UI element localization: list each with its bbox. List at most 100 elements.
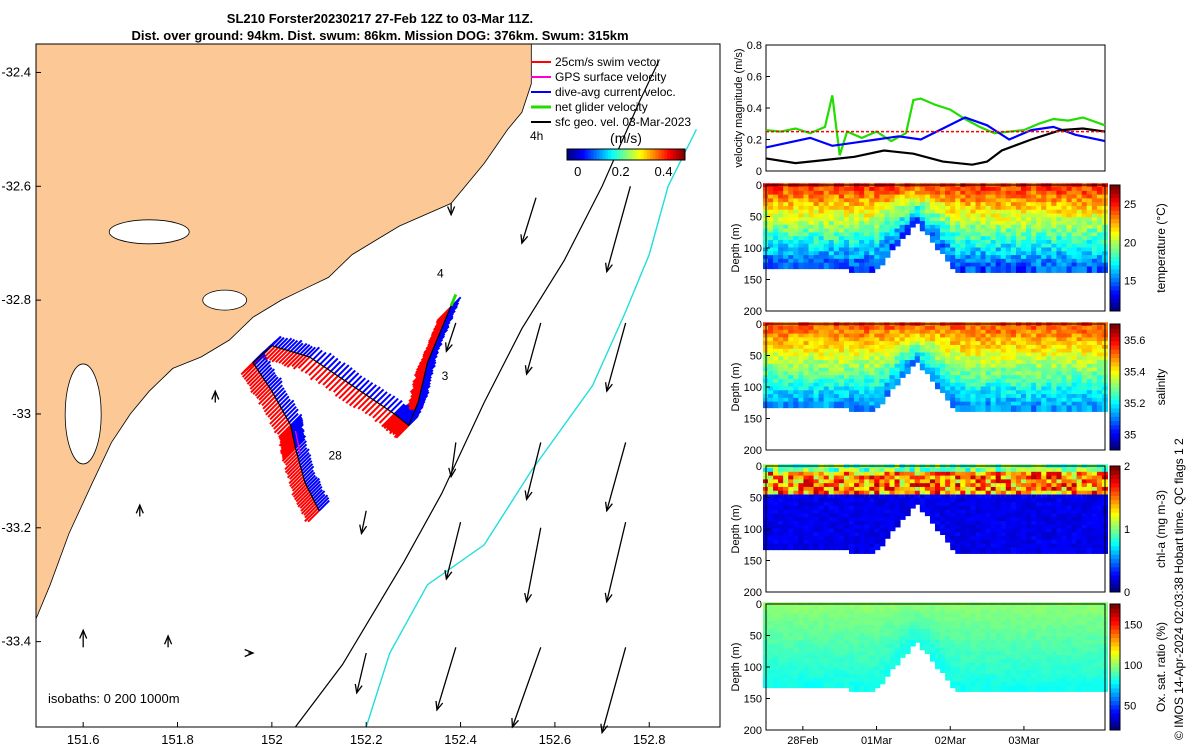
section-cell xyxy=(869,520,876,528)
swim-vector xyxy=(273,418,289,434)
section-cell xyxy=(1015,337,1022,344)
section-colorbar-cell xyxy=(1110,294,1120,299)
section-cell xyxy=(1066,468,1073,475)
section-cell xyxy=(980,386,987,394)
section-colorbar-cell xyxy=(1110,222,1120,228)
section-cell xyxy=(1041,479,1048,486)
section-cell xyxy=(965,326,972,333)
section-cell xyxy=(1051,348,1058,356)
section-cell xyxy=(1081,337,1088,344)
section-cell xyxy=(1066,524,1073,532)
section-cell xyxy=(808,502,815,509)
section-cell xyxy=(899,494,906,501)
section-cell xyxy=(995,329,1002,337)
section-cell xyxy=(879,202,886,209)
section-cell xyxy=(940,322,947,329)
section-cell xyxy=(914,486,921,494)
section-cell xyxy=(1041,471,1048,479)
swim-vector xyxy=(276,421,290,435)
section-cell xyxy=(985,255,992,262)
section-cell xyxy=(793,221,800,228)
section-cell xyxy=(1081,326,1088,333)
section-colorbar-cell xyxy=(1110,239,1120,245)
section-cell xyxy=(894,344,901,352)
section-cell xyxy=(1041,397,1048,405)
section-cell xyxy=(1000,247,1007,255)
swim-vector xyxy=(308,363,321,377)
section-cell xyxy=(904,367,911,375)
section-cell xyxy=(818,464,825,471)
section-cell xyxy=(894,221,901,228)
section-cell xyxy=(793,333,800,341)
section-cell xyxy=(919,468,926,475)
section-cell xyxy=(970,329,977,337)
section-cell xyxy=(874,228,881,236)
swim-vector xyxy=(312,489,323,500)
section-cell xyxy=(823,390,830,397)
section-cell xyxy=(985,486,992,494)
section-cell xyxy=(849,224,856,232)
colorbar-cell xyxy=(667,149,671,160)
section-cell xyxy=(843,236,850,243)
section-cell xyxy=(955,375,962,382)
section-cell xyxy=(778,483,785,490)
colorbar-cell xyxy=(670,149,674,160)
section-cell xyxy=(1096,217,1103,224)
section-cell xyxy=(914,356,921,363)
section-cell xyxy=(940,344,947,352)
section-cell xyxy=(899,475,906,483)
section-cell xyxy=(1000,401,1007,409)
section-cell xyxy=(985,341,992,348)
section-cell xyxy=(864,251,871,258)
section-cell xyxy=(1015,371,1022,378)
section-cell xyxy=(960,194,967,202)
section-cell xyxy=(970,333,977,341)
section-cell xyxy=(1051,405,1058,412)
section-cell xyxy=(889,464,896,471)
colorbar-cell xyxy=(631,149,636,160)
section-cell xyxy=(843,367,850,375)
swim-vector xyxy=(283,450,297,464)
section-cell xyxy=(788,509,795,517)
section-cell xyxy=(854,194,861,202)
section-cell xyxy=(935,517,942,524)
section-cell xyxy=(970,505,977,513)
section-cell xyxy=(1061,198,1068,205)
section-cell xyxy=(1026,348,1033,356)
section-cell xyxy=(1021,262,1028,270)
section-cell xyxy=(909,183,916,190)
section-cell xyxy=(950,236,957,243)
section-cell xyxy=(970,183,977,190)
section-cell xyxy=(1036,543,1043,551)
section-cell xyxy=(1046,217,1053,224)
section-cell xyxy=(980,360,987,367)
section-cell xyxy=(1026,498,1033,505)
section-cell xyxy=(980,232,987,239)
section-cell xyxy=(793,243,800,251)
section-cell xyxy=(849,464,856,471)
section-cell xyxy=(793,329,800,337)
section-cell xyxy=(1091,378,1098,386)
swim-vector xyxy=(415,359,430,374)
section-cell xyxy=(975,202,982,209)
section-cell xyxy=(1005,251,1012,258)
section-colorbar-box xyxy=(1109,323,1121,451)
section-cell xyxy=(914,341,921,348)
section-cell xyxy=(1076,262,1083,270)
section-cell xyxy=(1076,483,1083,490)
section-cell xyxy=(1015,356,1022,363)
section-cell xyxy=(798,486,805,494)
section-cell xyxy=(884,517,891,524)
section-cell xyxy=(874,397,881,405)
section-cell xyxy=(874,258,881,266)
section-cell xyxy=(955,356,962,363)
section-cell xyxy=(1046,266,1053,273)
section-cell xyxy=(788,532,795,539)
section-cell xyxy=(985,236,992,243)
section-colorbar-cell xyxy=(1110,508,1120,513)
section-cell xyxy=(980,329,987,337)
section-cell xyxy=(1091,528,1098,536)
section-cell xyxy=(935,187,942,194)
section-cell xyxy=(1066,490,1073,498)
section-cell xyxy=(778,382,785,390)
